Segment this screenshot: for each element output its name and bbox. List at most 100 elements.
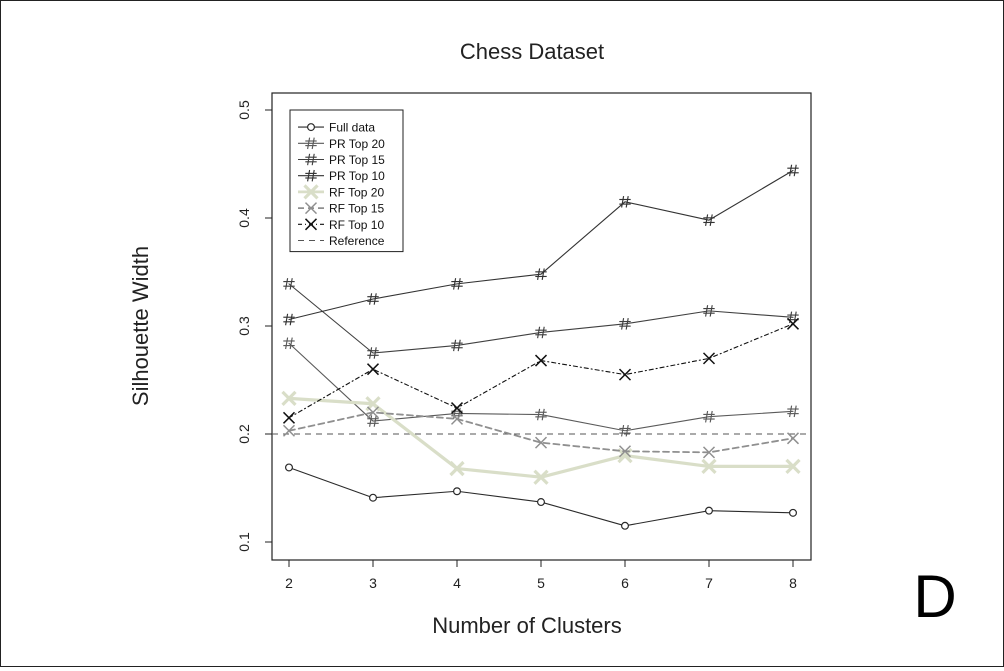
- data-point: [786, 317, 800, 330]
- data-point: [619, 196, 631, 208]
- hash-marker-stroke: [705, 410, 709, 423]
- hash-marker-stroke: [625, 196, 629, 208]
- x-marker-stroke: [534, 354, 548, 367]
- data-point: [618, 445, 632, 458]
- hash-marker-stroke: [537, 326, 541, 339]
- data-point: [536, 498, 545, 507]
- legend: Full data PR Top 20 PR Top 15 PR Top 10 RF T…: [289, 109, 404, 253]
- data-point: [535, 268, 547, 280]
- legend-label: RF Top 20: [329, 185, 384, 199]
- hash-marker-stroke: [311, 137, 315, 150]
- legend-label: Reference: [329, 234, 385, 248]
- data-point: [703, 214, 715, 226]
- legend-label: RF Top 15: [329, 202, 384, 216]
- data-point: [282, 411, 296, 424]
- series-line: [288, 283, 794, 354]
- circle-marker: [285, 463, 294, 472]
- data-point: [703, 410, 715, 423]
- data-point: [366, 406, 380, 419]
- y-tick-label: 0.3: [236, 316, 252, 336]
- legend-entry: PR Top 20: [298, 137, 385, 151]
- data-point: [453, 487, 462, 496]
- x-marker-stroke: [450, 412, 464, 425]
- x-marker-stroke: [303, 184, 319, 200]
- x-marker-stroke: [786, 317, 800, 330]
- hash-marker-stroke: [621, 424, 625, 437]
- data-point: [367, 415, 379, 427]
- x-marker-stroke: [618, 445, 632, 458]
- legend-entry: PR Top 15: [298, 153, 385, 167]
- series-pr-top-20: [283, 337, 799, 437]
- series-full-data: [285, 463, 797, 530]
- legend-marker: [304, 202, 318, 215]
- hash-marker-stroke: [793, 311, 797, 324]
- data-point: [281, 390, 297, 406]
- data-point: [285, 463, 294, 472]
- hash-marker-stroke: [453, 278, 457, 290]
- x-marker-stroke: [449, 460, 465, 477]
- series-line: [288, 342, 794, 432]
- hash-marker-stroke: [793, 164, 797, 177]
- hash-marker-stroke: [369, 347, 373, 359]
- hash-marker-stroke: [373, 293, 377, 305]
- hash-marker-stroke: [285, 278, 289, 290]
- circle-marker: [788, 508, 797, 517]
- legend-entry: RF Top 15: [298, 202, 384, 216]
- hash-marker-stroke: [541, 268, 545, 280]
- data-point: [620, 521, 629, 530]
- data-point: [283, 278, 295, 290]
- data-point: [283, 337, 295, 350]
- data-point: [450, 402, 464, 415]
- hash-marker-stroke: [625, 318, 629, 330]
- hash-marker-stroke: [541, 326, 545, 339]
- data-point: [785, 458, 801, 475]
- hash-marker-stroke: [373, 347, 377, 359]
- legend-marker: [305, 137, 317, 150]
- data-point: [704, 506, 713, 515]
- hash-marker-stroke: [311, 153, 315, 166]
- data-point: [369, 493, 378, 502]
- hash-marker-stroke: [537, 268, 541, 280]
- legend-entry: RF Top 20: [298, 184, 384, 200]
- hash-marker-stroke: [789, 164, 793, 177]
- x-marker-stroke: [786, 432, 800, 445]
- data-point: [701, 458, 717, 475]
- series-line: [287, 396, 795, 479]
- data-point: [367, 293, 379, 305]
- x-marker-stroke: [618, 368, 632, 381]
- data-point: [282, 424, 296, 437]
- x-marker-stroke: [304, 202, 318, 215]
- x-tick-label: 2: [285, 575, 293, 591]
- data-point: [367, 347, 379, 359]
- x-axis: 2 3 4 5 6 7 8: [285, 560, 797, 591]
- legend-entry: RF Top 10: [298, 218, 384, 232]
- y-tick-label: 0.1: [236, 532, 252, 552]
- data-point: [535, 408, 547, 421]
- data-point: [703, 305, 715, 317]
- x-axis-label: Number of Clusters: [432, 613, 622, 638]
- data-point: [787, 405, 799, 418]
- y-axis-label: Silhouette Width: [128, 246, 153, 406]
- x-marker-stroke: [282, 411, 296, 424]
- chart-title: Chess Dataset: [460, 39, 604, 64]
- data-point: [788, 508, 797, 517]
- data-point: [449, 460, 465, 477]
- legend-entry: Reference: [298, 234, 385, 248]
- data-point: [619, 318, 631, 330]
- series-line: [288, 411, 794, 454]
- series-pr-top-10: [283, 164, 799, 326]
- hash-marker-stroke: [709, 410, 713, 423]
- hash-marker-stroke: [307, 169, 311, 182]
- hash-marker-stroke: [453, 339, 457, 352]
- data-point: [283, 313, 295, 326]
- data-point: [786, 432, 800, 445]
- hash-marker-stroke: [289, 313, 293, 326]
- x-marker-stroke: [701, 458, 717, 475]
- x-marker-stroke: [534, 436, 548, 449]
- legend-label: PR Top 20: [329, 137, 385, 151]
- data-point: [702, 446, 716, 459]
- legend-label: Full data: [329, 121, 375, 135]
- hash-marker-stroke: [289, 278, 293, 290]
- y-tick-label: 0.5: [236, 100, 252, 120]
- circle-marker: [369, 493, 378, 502]
